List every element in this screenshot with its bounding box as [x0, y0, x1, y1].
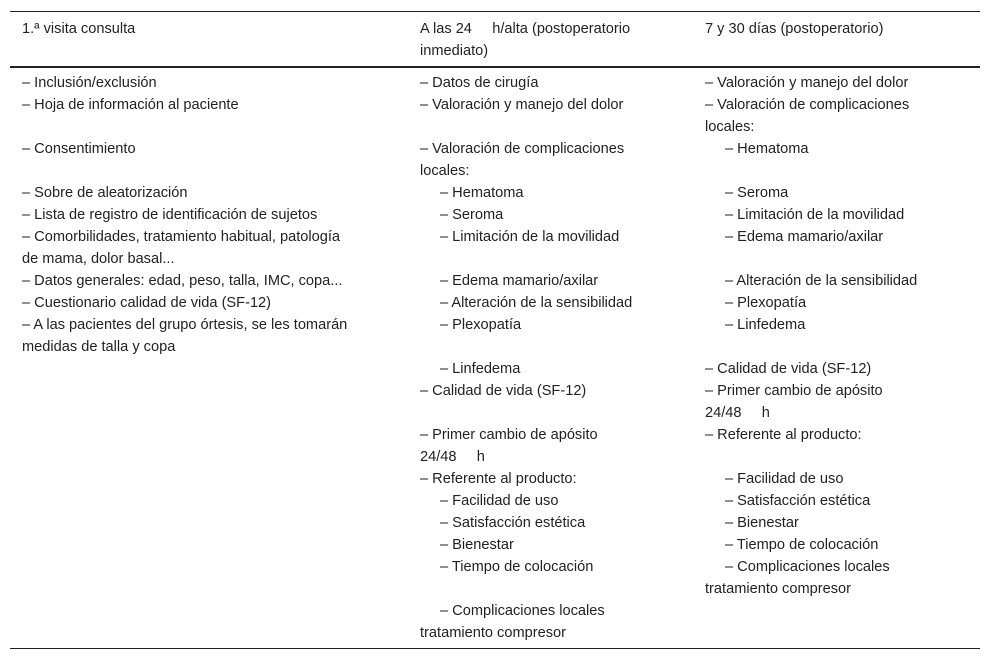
- cell-line: – Bienestar: [725, 515, 799, 531]
- cell-line: – Comorbilidades, tratamiento habitual, …: [22, 229, 341, 245]
- cell-line: – Satisfacción estética: [725, 493, 871, 509]
- cell-line: – Valoración de complicaciones: [420, 141, 625, 157]
- cell-line: – Calidad de vida (SF-12): [705, 361, 872, 377]
- cell-line: – Inclusión/exclusión: [22, 75, 157, 91]
- cell-line: – Limitación de la movilidad: [725, 207, 905, 223]
- cell-line: – Valoración de complicaciones: [705, 97, 910, 113]
- cell-line: – Seroma: [440, 207, 504, 223]
- cell-line: – Referente al producto:: [705, 427, 862, 443]
- cell-line: [705, 160, 980, 182]
- cell-line: – A las pacientes del grupo órtesis, se …: [22, 317, 348, 333]
- cell-line: – Bienestar: [440, 537, 514, 553]
- cell-line: – Edema mamario/axilar: [725, 229, 884, 245]
- column-24h: – Datos de cirugía – Valoración y manejo …: [408, 72, 693, 644]
- cell-line: locales:: [420, 163, 470, 179]
- header-text: 7 y 30 días (postoperatorio): [705, 21, 884, 37]
- header-text: A las 24 h/alta (postoperatorio: [420, 21, 631, 37]
- cell-line: – Tiempo de colocación: [725, 537, 879, 553]
- cell-line: – Plexopatía: [440, 317, 522, 333]
- cell-line: [420, 336, 693, 358]
- cell-line: tratamiento compresor: [705, 581, 851, 597]
- cell-line: – Limitación de la movilidad: [440, 229, 620, 245]
- cell-line: locales:: [705, 119, 755, 135]
- header-7-30-days: 7 y 30 días (postoperatorio): [693, 18, 980, 62]
- cell-line: – Referente al producto:: [420, 471, 577, 487]
- cell-line: – Datos generales: edad, peso, talla, IM…: [22, 273, 343, 289]
- cell-line: – Calidad de vida (SF-12): [420, 383, 587, 399]
- column-first-visit: – Inclusión/exclusión – Hoja de informaci…: [10, 72, 408, 644]
- cell-line: 24/48 h: [420, 449, 485, 465]
- header-text: 1.ª visita consulta: [22, 21, 136, 37]
- body-row: – Inclusión/exclusión – Hoja de informaci…: [10, 68, 980, 648]
- cell-line: [22, 116, 408, 138]
- header-row: 1.ª visita consulta A las 24 h/alta (pos…: [10, 12, 980, 68]
- cell-line: [22, 160, 408, 182]
- cell-line: [705, 336, 980, 358]
- cell-line: [420, 402, 693, 424]
- cell-line: – Linfedema: [725, 317, 806, 333]
- cell-line: medidas de talla y copa: [22, 339, 176, 355]
- cell-line: – Hematoma: [725, 141, 809, 157]
- cell-line: – Tiempo de colocación: [440, 559, 594, 575]
- cell-line: [420, 248, 693, 270]
- cell-line: – Primer cambio de apósito: [420, 427, 598, 443]
- cell-line: – Consentimiento: [22, 141, 136, 157]
- cell-line: – Facilidad de uso: [440, 493, 559, 509]
- cell-line: – Satisfacción estética: [440, 515, 586, 531]
- cell-line: – Hematoma: [440, 185, 524, 201]
- cell-line: – Plexopatía: [725, 295, 807, 311]
- cell-line: – Lista de registro de identificación de…: [22, 207, 318, 223]
- cell-line: – Alteración de la sensibilidad: [725, 273, 918, 289]
- cell-line: [705, 248, 980, 270]
- cell-line: [420, 578, 693, 600]
- cell-line: [420, 116, 693, 138]
- cell-line: – Alteración de la sensibilidad: [440, 295, 633, 311]
- header-first-visit: 1.ª visita consulta: [10, 18, 408, 62]
- cell-line: – Complicaciones locales: [725, 559, 890, 575]
- header-24h: A las 24 h/alta (postoperatorio inmediat…: [408, 18, 693, 62]
- cell-line: – Linfedema: [440, 361, 521, 377]
- cell-line: – Datos de cirugía: [420, 75, 539, 91]
- visit-table: 1.ª visita consulta A las 24 h/alta (pos…: [10, 11, 980, 649]
- cell-line: – Hoja de información al paciente: [22, 97, 239, 113]
- cell-line: tratamiento compresor: [420, 625, 566, 641]
- cell-line: 24/48 h: [705, 405, 770, 421]
- header-text: inmediato): [420, 43, 489, 59]
- cell-line: – Complicaciones locales: [440, 603, 605, 619]
- cell-line: – Seroma: [725, 185, 789, 201]
- column-7-30-days: – Valoración y manejo del dolor – Valorac…: [693, 72, 980, 644]
- cell-line: – Valoración y manejo del dolor: [705, 75, 909, 91]
- cell-line: – Valoración y manejo del dolor: [420, 97, 624, 113]
- cell-line: [705, 446, 980, 468]
- cell-line: – Cuestionario calidad de vida (SF-12): [22, 295, 272, 311]
- cell-line: de mama, dolor basal...: [22, 251, 175, 267]
- cell-line: – Facilidad de uso: [725, 471, 844, 487]
- cell-line: – Edema mamario/axilar: [440, 273, 599, 289]
- cell-line: – Sobre de aleatorización: [22, 185, 188, 201]
- cell-line: – Primer cambio de apósito: [705, 383, 883, 399]
